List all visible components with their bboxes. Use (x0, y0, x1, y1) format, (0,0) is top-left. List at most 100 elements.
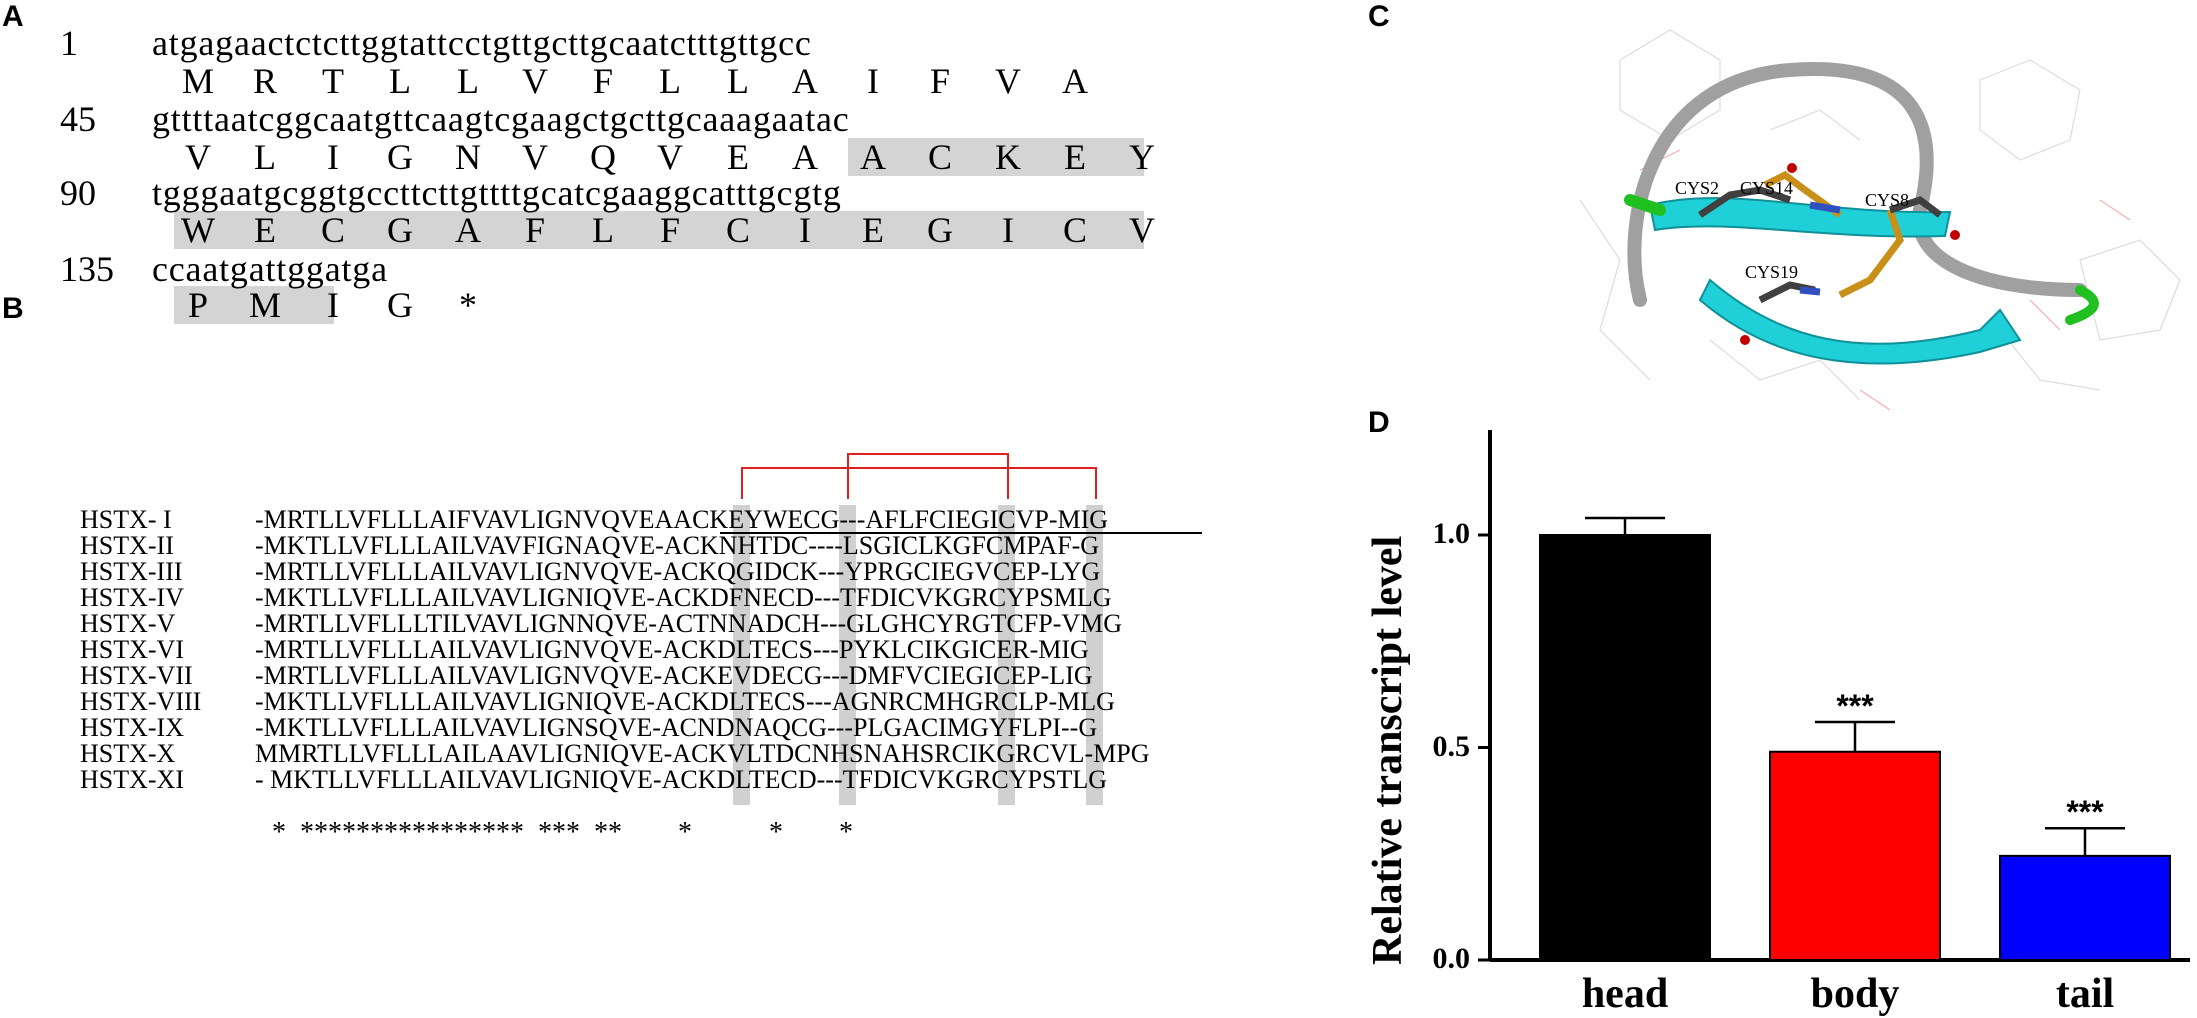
amino-acid: L (457, 61, 479, 101)
amino-acid: L (254, 137, 276, 177)
shade-box (848, 138, 1144, 176)
alignment-panel: HSTX- I -MRTLLVFLLLAIFVAVLIGNVQVEAACKEYWE… (0, 405, 1250, 998)
seq-number: 1 (60, 23, 78, 63)
sequence-name: HSTX-XI (80, 765, 184, 794)
sequence-panel: 1 atgagaactctcttggtattcctgttgcttgcaatctt… (0, 0, 1250, 400)
x-tick-label: body (1810, 971, 1900, 1017)
residue-label-cys19: CYS19 (1745, 262, 1799, 282)
amino-acid: I (799, 210, 811, 250)
amino-acid: P (187, 285, 209, 325)
amino-acid: Y (1129, 137, 1155, 177)
amino-acid: T (322, 61, 344, 101)
bar-chart-panel: Relative transcript level 0.0 0.5 1.0 head b… (1360, 420, 2197, 1017)
y-tick-label: 0.0 (1432, 942, 1471, 975)
amino-acid: I (1002, 210, 1014, 250)
amino-acid: V (522, 137, 548, 177)
amino-acid: * (459, 285, 477, 325)
amino-acid: V (522, 61, 548, 101)
residue-label-cys8: CYS8 (1865, 190, 1910, 210)
nucleotide-seq: atgagaactctcttggtattcctgttgcttgcaatctttg… (152, 23, 812, 63)
amino-acid: R (252, 61, 277, 101)
sequence-residues: -MRTLLVFLLLTILVAVLIGNNQVE-ACTNNADCH---GL… (255, 609, 1123, 638)
amino-acid: G (927, 210, 953, 250)
sequence-name: HSTX-IV (80, 583, 184, 612)
amino-acid: E (1064, 137, 1086, 177)
amino-acid: V (657, 137, 683, 177)
nucleotide-seq: ccaatgattggatga (152, 249, 388, 289)
sequence-residues: -MKTLLVFLLLAILVAVLIGNIQVE-ACKDLTECS---AG… (255, 687, 1115, 716)
amino-acid: I (327, 137, 339, 177)
sequence-name: HSTX-II (80, 531, 174, 560)
amino-acid: V (1129, 210, 1155, 250)
sequence-residues: -MKTLLVFLLLAILVAVLIGNSQVE-ACNDNAQCG---PL… (255, 713, 1098, 742)
x-tick-label: tail (2055, 971, 2115, 1017)
amino-acid: E (254, 210, 276, 250)
sequence-residues: -MRTLLVFLLLAILVAVLIGNVQVE-ACKEVDECG---DM… (255, 661, 1093, 690)
nucleotide-seq: tgggaatgcggtgccttcttgttttgcatcgaaggcattt… (152, 173, 842, 213)
sequence-residues: MMRTLLVFLLLAILAAVLIGNIQVE-ACKVLTDCNHSNAH… (255, 739, 1150, 768)
residue-label-cys14: CYS14 (1740, 178, 1794, 198)
panel-label-c: C (1368, 0, 1390, 33)
structure-panel: CYS2 CYS14 CYS8 CYS19 (1560, 0, 2197, 420)
amino-acid: V (995, 61, 1021, 101)
amino-acid: G (387, 137, 413, 177)
sequence-residues: - MKTLLVFLLLAILVAVLIGNIQVE-ACKDLTECD---T… (255, 765, 1107, 794)
amino-acid: A (860, 137, 886, 177)
amino-acid: L (727, 61, 749, 101)
consensus-line: * **************** *** ** * * * (272, 817, 853, 848)
amino-acid: V (185, 137, 211, 177)
x-tick-label: head (1581, 971, 1669, 1017)
peptide-structure-illustration (1579, 29, 2181, 411)
conserved-column (1086, 505, 1103, 805)
amino-acid: Q (590, 137, 616, 177)
amino-acid: M (181, 61, 214, 101)
sequence-name: HSTX-III (80, 557, 183, 586)
bar-head (1539, 534, 1711, 961)
amino-acid: C (927, 137, 952, 177)
disulfide-bracket (741, 467, 1097, 499)
seq-number: 135 (60, 249, 114, 289)
amino-acid: A (792, 137, 818, 177)
amino-acid: I (327, 285, 339, 325)
amino-acid: F (592, 61, 614, 101)
sequence-name: HSTX-VI (80, 635, 184, 664)
amino-acid: A (1062, 61, 1088, 101)
amino-acid: A (455, 210, 481, 250)
amino-acid: L (592, 210, 614, 250)
amino-acid: K (995, 137, 1021, 177)
amino-acid: L (659, 61, 681, 101)
residue-label-cys2: CYS2 (1675, 178, 1720, 198)
sequence-name: HSTX-VII (80, 661, 193, 690)
amino-acid: E (727, 137, 749, 177)
sequence-residues: -MRTLLVFLLLAILVAVLIGNVQVE-ACKDLTECS---PY… (255, 635, 1089, 664)
sequence-name: HSTX- I (80, 505, 172, 534)
shade-box (174, 286, 334, 324)
bar-tail (1999, 854, 2171, 961)
bar-body (1769, 750, 1941, 961)
y-tick-label: 1.0 (1432, 517, 1471, 550)
sequence-residues: -MKTLLVFLLLAILVAVLIGNIQVE-ACKDFNECD---TF… (255, 583, 1112, 612)
sequence-residues: -MRTLLVFLLLAIFVAVLIGNVQVEAACKEYWECG---AF… (255, 505, 1109, 534)
sequence-name: HSTX-V (80, 609, 176, 638)
sequence-name: HSTX-X (80, 739, 176, 768)
panel-label-d: D (1368, 406, 1390, 439)
amino-acid: C (1062, 210, 1087, 250)
conserved-column (839, 505, 856, 805)
amino-acid: G (387, 285, 413, 325)
amino-acid: F (929, 61, 951, 101)
amino-acid: A (792, 61, 818, 101)
amino-acid: N (455, 137, 481, 177)
amino-acid: C (725, 210, 750, 250)
chart-plot (1478, 430, 2190, 962)
amino-acid: L (389, 61, 411, 101)
conserved-column (998, 505, 1015, 805)
panel-label-b: B (2, 292, 24, 325)
sequence-residues: -MKTLLVFLLLAILVAVFIGNAQVE-ACKNHTDC----LS… (255, 531, 1100, 560)
amino-acid: C (320, 210, 345, 250)
amino-acid: W (181, 210, 215, 250)
conserved-column (733, 505, 750, 805)
amino-acid: F (659, 210, 681, 250)
mature-peptide-underline (720, 532, 1202, 534)
panel-label-a: A (2, 0, 24, 33)
sequence-residues: -MRTLLVFLLLAILVAVLIGNVQVE-ACKQGIDCK---YP… (255, 557, 1101, 586)
